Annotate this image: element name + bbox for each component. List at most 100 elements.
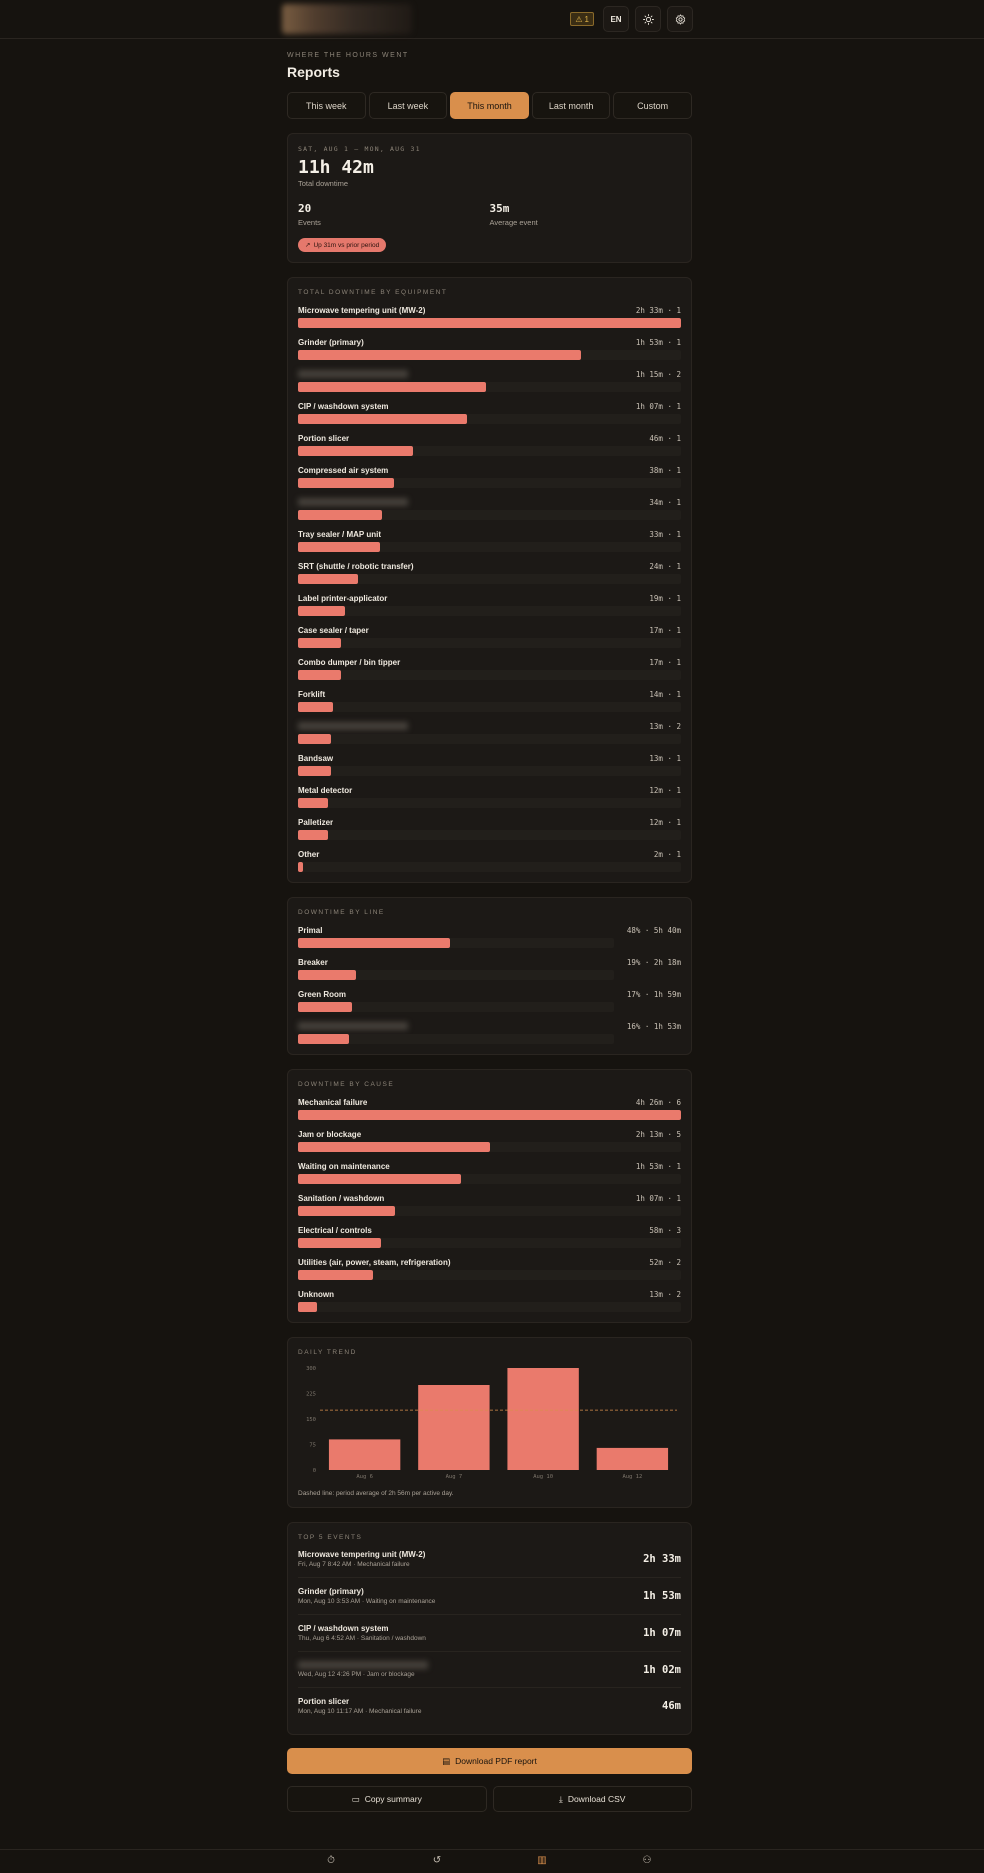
nav-history[interactable]: ↺ [407,1855,467,1867]
bar-head: SRT (shuttle / robotic transfer) 24m · 1 [298,561,681,571]
x-tick-label: Aug 6 [356,1474,373,1480]
average-label: Average event [489,218,538,227]
trend-bar[interactable] [328,1439,401,1470]
event-row[interactable]: CIP / washdown system Thu, Aug 6 4:52 AM … [298,1615,681,1652]
tab-custom[interactable]: Custom [613,92,692,119]
tab-last-week[interactable]: Last week [368,92,448,119]
top-bar: ⚠ 1 EN [0,0,984,39]
bar-fill [298,350,582,360]
bar-track [298,766,681,776]
event-name: Microwave tempering unit (MW-2) [298,1550,426,1559]
app-logo[interactable] [282,4,412,34]
bar-label [298,498,408,506]
bar-value: 17m · 1 [649,625,681,635]
bar-head: 13m · 2 [298,721,681,731]
equipment-row: 34m · 1 [298,497,681,520]
bar-head: Label printer-applicator 19m · 1 [298,593,681,603]
language-button[interactable]: EN [603,6,629,32]
bar-label [298,722,408,730]
bar-track [298,938,614,948]
event-row[interactable]: Wed, Aug 12 4:26 PM · Jam or blockage 1h … [298,1652,681,1688]
download-pdf-label: Download PDF report [455,1756,537,1766]
y-tick-label: 225 [306,1392,316,1398]
clipboard-icon: ▭ [351,1793,360,1804]
alert-count: 1 [584,14,589,24]
nav-log[interactable]: ⏱ [301,1855,361,1867]
trend-bar[interactable] [596,1447,669,1470]
nav-reports[interactable]: ▥ [512,1855,572,1867]
bar-head: Portion slicer 46m · 1 [298,433,681,443]
bar-track [298,446,681,456]
bar-fill [298,670,341,680]
bar-track [298,574,681,584]
bar-head: Other 2m · 1 [298,849,681,859]
lines-row: Green Room 17% · 1h 59m [298,989,681,1012]
document-icon: ▤ [442,1755,451,1766]
bar-label: Unknown [298,1289,334,1299]
bar-track [298,510,681,520]
event-row[interactable]: Grinder (primary) Mon, Aug 10 3:53 AM · W… [298,1578,681,1615]
event-row[interactable]: Microwave tempering unit (MW-2) Fri, Aug … [298,1541,681,1578]
y-tick-label: 0 [313,1468,316,1474]
nav-people[interactable]: ⚇ [617,1855,677,1867]
bar-label: Breaker [298,957,328,967]
bar-track [298,542,681,552]
bar-fill [298,938,450,948]
equipment-row: 1h 15m · 2 [298,369,681,392]
bar-head: Jam or blockage 2h 13m · 5 [298,1129,681,1139]
causes-row: Mechanical failure 4h 26m · 6 [298,1097,681,1120]
bar-track [298,414,681,424]
bar-value: 12m · 1 [649,817,681,827]
trend-pill: ↗ Up 31m vs prior period [298,238,387,252]
settings-button[interactable] [667,6,693,32]
bar-fill [298,446,413,456]
event-duration: 1h 02m [643,1663,681,1676]
alert-badge[interactable]: ⚠ 1 [570,12,594,26]
bar-fill [298,1206,395,1216]
bar-value: 33m · 1 [649,529,681,539]
causes-row: Unknown 13m · 2 [298,1289,681,1312]
bar-value: 52m · 2 [649,1257,681,1267]
bar-head: CIP / washdown system 1h 07m · 1 [298,401,681,411]
bar-head: Sanitation / washdown 1h 07m · 1 [298,1193,681,1203]
trend-bar[interactable] [418,1385,490,1470]
tab-last-month[interactable]: Last month [531,92,611,119]
bottom-nav: ⏱ ↺ ▥ ⚇ [0,1849,984,1873]
tab-this-month[interactable]: This month [450,92,529,119]
average-value: 35m [489,202,510,215]
top-actions: ⚠ 1 EN [570,6,693,32]
bar-head: Unknown 13m · 2 [298,1289,681,1299]
bar-track [298,318,681,328]
event-info: CIP / washdown system Thu, Aug 6 4:52 AM … [298,1624,426,1642]
trend-bar[interactable] [507,1368,579,1470]
bar-label: Green Room [298,989,347,999]
bar-value: 14m · 1 [649,689,681,699]
bar-fill [298,1110,681,1120]
bar-fill [298,1174,461,1184]
chart-title: DAILY TREND [298,1349,357,1356]
equipment-row: Forklift 14m · 1 [298,689,681,712]
event-row[interactable]: Portion slicer Mon, Aug 10 11:17 AM · Mec… [298,1688,681,1724]
bar-fill [298,542,381,552]
bar-head: Primal 48% · 5h 40m [298,925,681,935]
copy-summary-button[interactable]: ▭ Copy summary [287,1786,487,1812]
bar-head: Grinder (primary) 1h 53m · 1 [298,337,681,347]
lines-row: Primal 48% · 5h 40m [298,925,681,948]
page-title: Reports [287,64,340,80]
tab-this-week[interactable]: This week [287,92,366,119]
download-pdf-button[interactable]: ▤ Download PDF report [287,1748,692,1774]
bar-value: 19m · 1 [649,593,681,603]
theme-toggle-button[interactable] [635,6,661,32]
bar-track [298,1174,681,1184]
gear-icon [675,13,685,25]
bar-head: Mechanical failure 4h 26m · 6 [298,1097,681,1107]
trend-up-icon: ↗ [305,242,311,249]
download-csv-button[interactable]: ⤓ Download CSV [492,1786,692,1812]
bar-value: 13m · 2 [649,1289,681,1299]
bar-head: Microwave tempering unit (MW-2) 2h 33m · … [298,305,681,315]
x-tick-label: Aug 7 [446,1474,463,1480]
secondary-actions: ▭ Copy summary ⤓ Download CSV [287,1786,692,1812]
bar-chart-icon: ▥ [537,1855,547,1866]
bar-head: Case sealer / taper 17m · 1 [298,625,681,635]
bar-head: Metal detector 12m · 1 [298,785,681,795]
